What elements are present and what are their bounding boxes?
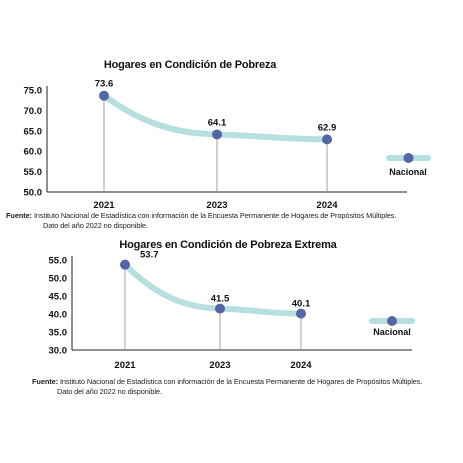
chart2-data-point: [120, 259, 130, 270]
chart2-series-line: [122, 261, 304, 317]
chart2-data-label: 40.1: [292, 299, 311, 310]
chart1-y-tick-label: 55.0: [24, 167, 43, 178]
chart2-x-tick-label: 2024: [290, 360, 312, 371]
chart1-x-tick-label: 2021: [93, 200, 115, 211]
chart1-data-label: 73.6: [95, 79, 114, 90]
chart1-y-tick-label: 70.0: [24, 106, 43, 117]
chart1-title: Hogares en Condición de Pobreza: [103, 59, 277, 71]
chart1-source-text: Instituto Nacional de Estadística con in…: [33, 211, 397, 220]
chart2-y-tick-label: 35.0: [49, 328, 68, 339]
chart1-source-note: Dato del año 2022 no disponible.: [43, 220, 148, 230]
chart2-x-tick-label: 2023: [209, 360, 230, 371]
chart1-legend-label: Nacional: [389, 167, 427, 177]
chart1-data-point: [322, 134, 332, 145]
chart2-y-tick-label: 55.0: [49, 256, 68, 267]
chart1-y-tick-label: 65.0: [24, 126, 43, 137]
chart1-y-tick-label: 75.0: [24, 86, 43, 97]
chart1-data-point: [99, 90, 109, 101]
chart2-legend-label: Nacional: [373, 327, 411, 337]
chart1-data-label: 62.9: [318, 122, 337, 133]
chart1-y-tick-label: 60.0: [24, 147, 43, 158]
chart2-source-text: Instituto Nacional de Estadística con in…: [59, 377, 423, 386]
chart2-data-label: 41.5: [211, 294, 230, 305]
chart2-y-tick-label: 45.0: [49, 292, 68, 303]
chart2-y-tick-label: 40.0: [49, 310, 68, 321]
chart2-y-tick-label: 50.0: [49, 274, 68, 285]
chart1-source-label: Fuente:: [6, 211, 32, 220]
chart2-title: Hogares en Condición de Pobreza Extrema: [119, 239, 337, 251]
chart1-y-tick-label: 50.0: [24, 188, 43, 199]
chart2-legend-swatch-marker: [387, 316, 397, 326]
chart2-source-label: Fuente:: [32, 377, 58, 386]
chart1-x-tick-label: 2024: [316, 200, 338, 211]
chart1-data-label: 64.1: [208, 117, 227, 128]
chart1-legend-swatch-marker: [403, 153, 414, 163]
chart2-source: Fuente: Instituto Nacional de Estadístic…: [32, 377, 457, 396]
chart2-y-tick-label: 30.0: [49, 346, 68, 357]
chart2-x-tick-label: 2021: [114, 360, 136, 371]
chart2-data-point: [296, 308, 306, 319]
chart2-data-point: [215, 303, 225, 314]
chart2-data-label: 53.7: [140, 250, 159, 261]
chart1-source: Fuente: Instituto Nacional de Estadístic…: [6, 211, 461, 230]
chart1-data-point: [212, 129, 222, 140]
chart1-x-tick-label: 2023: [206, 200, 227, 211]
chart2-source-note: Dato del año 2022 no disponible.: [57, 386, 162, 396]
